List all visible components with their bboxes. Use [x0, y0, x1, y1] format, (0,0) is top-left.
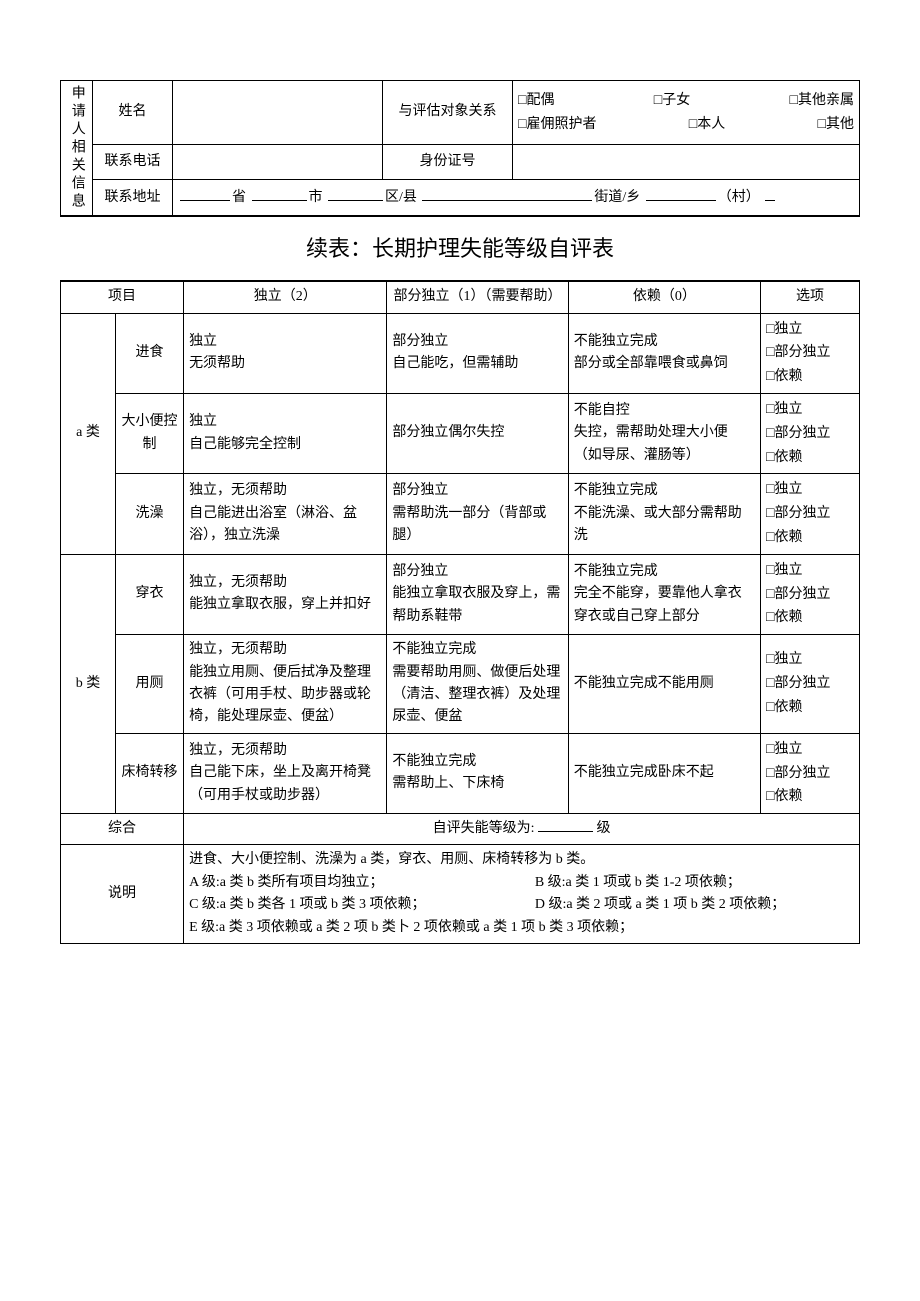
relation-options[interactable]: □配偶 □子女 □其他亲属 □雇佣照护者 □本人 □其他: [513, 81, 860, 145]
summary-text[interactable]: 自评失能等级为: 级: [184, 814, 860, 845]
summary-row: 综合 自评失能等级为: 级: [61, 814, 860, 845]
id-label: 身份证号: [383, 145, 513, 180]
continuation-title-table: 续表：长期护理失能等级自评表: [60, 216, 860, 281]
assessment-header-row: 项目 独立（2） 部分独立（1）（需要帮助） 依赖（0） 选项: [61, 282, 860, 313]
table-row: 用厕 独立，无须帮助 能独立用厕、便后拭净及整理衣裤（可用手杖、助步器或轮椅，能…: [61, 635, 860, 734]
cell-dependent: 不能独立完成 完全不能穿，要靠他人拿衣穿衣或自己穿上部分: [568, 554, 760, 634]
header-partial: 部分独立（1）（需要帮助）: [387, 282, 568, 313]
notes-label: 说明: [61, 845, 184, 944]
notes-content: 进食、大小便控制、洗澡为 a 类，穿衣、用厕、床椅转移为 b 类。 A 级:a …: [184, 845, 860, 944]
item-label: 洗澡: [115, 474, 183, 554]
summary-label: 综合: [61, 814, 184, 845]
cell-independent: 独立，无须帮助 能独立用厕、便后拭净及整理衣裤（可用手杖、助步器或轮椅，能处理尿…: [184, 635, 387, 734]
options-cell[interactable]: □独立 □部分独立 □依赖: [761, 554, 860, 634]
header-item: 项目: [61, 282, 184, 313]
cell-dependent: 不能自控 失控，需帮助处理大小便（如导尿、灌肠等）: [568, 393, 760, 473]
assessment-table: 项目 独立（2） 部分独立（1）（需要帮助） 依赖（0） 选项 a 类 进食 独…: [60, 281, 860, 944]
relation-label: 与评估对象关系: [383, 81, 513, 145]
item-label: 床椅转移: [115, 733, 183, 813]
table-row: 床椅转移 独立，无须帮助 自己能下床，坐上及离开椅凳（可用手杖或助步器） 不能独…: [61, 733, 860, 813]
item-label: 进食: [115, 313, 183, 393]
continuation-title: 续表：长期护理失能等级自评表: [60, 217, 860, 281]
options-cell[interactable]: □独立 □部分独立 □依赖: [761, 393, 860, 473]
name-field[interactable]: [173, 81, 383, 145]
cell-independent: 独立，无须帮助 自己能进出浴室（淋浴、盆浴），独立洗澡: [184, 474, 387, 554]
cell-partial: 部分独立偶尔失控: [387, 393, 568, 473]
cell-dependent: 不能独立完成 部分或全部靠喂食或鼻饲: [568, 313, 760, 393]
header-option: 选项: [761, 282, 860, 313]
cell-partial: 不能独立完成 需要帮助用厕、做便后处理（清洁、整理衣裤）及处理尿壶、便盆: [387, 635, 568, 734]
phone-label: 联系电话: [93, 145, 173, 180]
applicant-section-label: 申请人相关信息: [61, 81, 93, 216]
cell-dependent: 不能独立完成 不能洗澡、或大部分需帮助洗: [568, 474, 760, 554]
cell-independent: 独立，无须帮助 自己能下床，坐上及离开椅凳（可用手杖或助步器）: [184, 733, 387, 813]
cell-partial: 部分独立 自己能吃，但需辅助: [387, 313, 568, 393]
options-cell[interactable]: □独立 □部分独立 □依赖: [761, 733, 860, 813]
notes-row: 说明 进食、大小便控制、洗澡为 a 类，穿衣、用厕、床椅转移为 b 类。 A 级…: [61, 845, 860, 944]
phone-field[interactable]: [173, 145, 383, 180]
options-cell[interactable]: □独立 □部分独立 □依赖: [761, 635, 860, 734]
header-independent: 独立（2）: [184, 282, 387, 313]
category-b-label: b 类: [61, 554, 116, 813]
item-label: 穿衣: [115, 554, 183, 634]
item-label: 大小便控制: [115, 393, 183, 473]
table-row: 洗澡 独立，无须帮助 自己能进出浴室（淋浴、盆浴），独立洗澡 部分独立 需帮助洗…: [61, 474, 860, 554]
header-dependent: 依赖（0）: [568, 282, 760, 313]
cell-partial: 不能独立完成 需帮助上、下床椅: [387, 733, 568, 813]
cell-dependent: 不能独立完成不能用厕: [568, 635, 760, 734]
item-label: 用厕: [115, 635, 183, 734]
cell-independent: 独立 自己能够完全控制: [184, 393, 387, 473]
address-label: 联系地址: [93, 180, 173, 216]
cell-partial: 部分独立 能独立拿取衣服及穿上，需帮助系鞋带: [387, 554, 568, 634]
name-label: 姓名: [93, 81, 173, 145]
cell-independent: 独立 无须帮助: [184, 313, 387, 393]
address-field[interactable]: 省 市 区/县 街道/乡 （村）: [173, 180, 860, 216]
cell-partial: 部分独立 需帮助洗一部分（背部或腿）: [387, 474, 568, 554]
table-row: a 类 进食 独立 无须帮助 部分独立 自己能吃，但需辅助 不能独立完成 部分或…: [61, 313, 860, 393]
category-a-label: a 类: [61, 313, 116, 554]
options-cell[interactable]: □独立 □部分独立 □依赖: [761, 474, 860, 554]
cell-independent: 独立，无须帮助 能独立拿取衣服，穿上并扣好: [184, 554, 387, 634]
id-field[interactable]: [513, 145, 860, 180]
cell-dependent: 不能独立完成卧床不起: [568, 733, 760, 813]
table-row: b 类 穿衣 独立，无须帮助 能独立拿取衣服，穿上并扣好 部分独立 能独立拿取衣…: [61, 554, 860, 634]
applicant-info-table: 申请人相关信息 姓名 与评估对象关系 □配偶 □子女 □其他亲属 □雇佣照护者 …: [60, 80, 860, 216]
table-row: 大小便控制 独立 自己能够完全控制 部分独立偶尔失控 不能自控 失控，需帮助处理…: [61, 393, 860, 473]
options-cell[interactable]: □独立 □部分独立 □依赖: [761, 313, 860, 393]
